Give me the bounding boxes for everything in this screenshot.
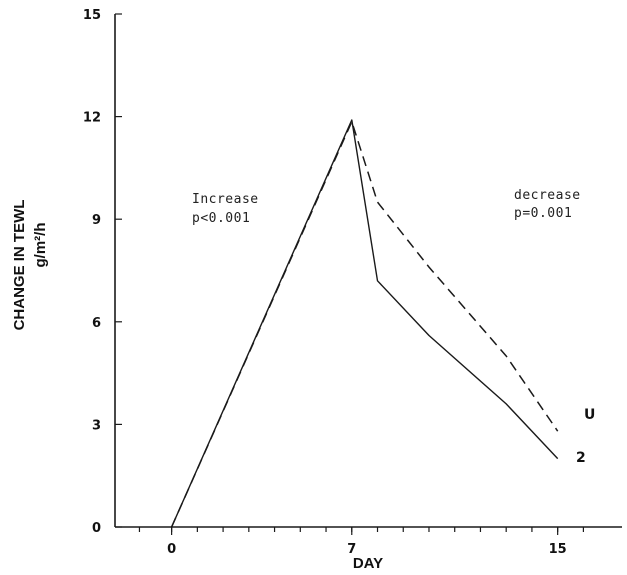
y-axis-unit: g/m²/h <box>32 223 49 268</box>
series-layer <box>170 119 559 528</box>
annotation-increase: Increase p<0.001 <box>192 192 259 226</box>
y-tick-label: 12 <box>83 111 101 126</box>
y-tick-label: 6 <box>92 316 101 331</box>
y-tick-label: 0 <box>92 521 101 536</box>
x-tick-label: 0 <box>167 542 176 557</box>
annotation-increase-line-2: p<0.001 <box>192 211 250 226</box>
series-label-2: 2 <box>576 450 586 466</box>
y-axis-title: CHANGE IN TEWL <box>11 200 28 331</box>
y-tick-label: 15 <box>83 8 101 23</box>
y-tick-label: 9 <box>92 213 101 228</box>
y-axis-title-group: CHANGE IN TEWL <box>11 200 28 331</box>
x-tick-label: 15 <box>549 542 567 557</box>
series-label-u: U <box>584 407 595 423</box>
x-axis: 0 7 15 <box>115 526 622 557</box>
annotation-decrease-line-2: p=0.001 <box>514 206 572 221</box>
x-axis-title: DAY <box>353 555 383 572</box>
y-axis: 0 3 6 9 12 15 <box>83 8 122 536</box>
series-line-2 <box>170 119 559 528</box>
series-line-u <box>170 120 559 528</box>
annotation-decrease-line-1: decrease <box>514 188 581 203</box>
x-tick-label: 7 <box>347 542 356 557</box>
y-tick-label: 3 <box>92 418 101 433</box>
annotation-increase-line-1: Increase <box>192 192 259 207</box>
y-axis-unit-group: g/m²/h <box>32 223 49 268</box>
annotation-decrease: decrease p=0.001 <box>514 188 581 221</box>
